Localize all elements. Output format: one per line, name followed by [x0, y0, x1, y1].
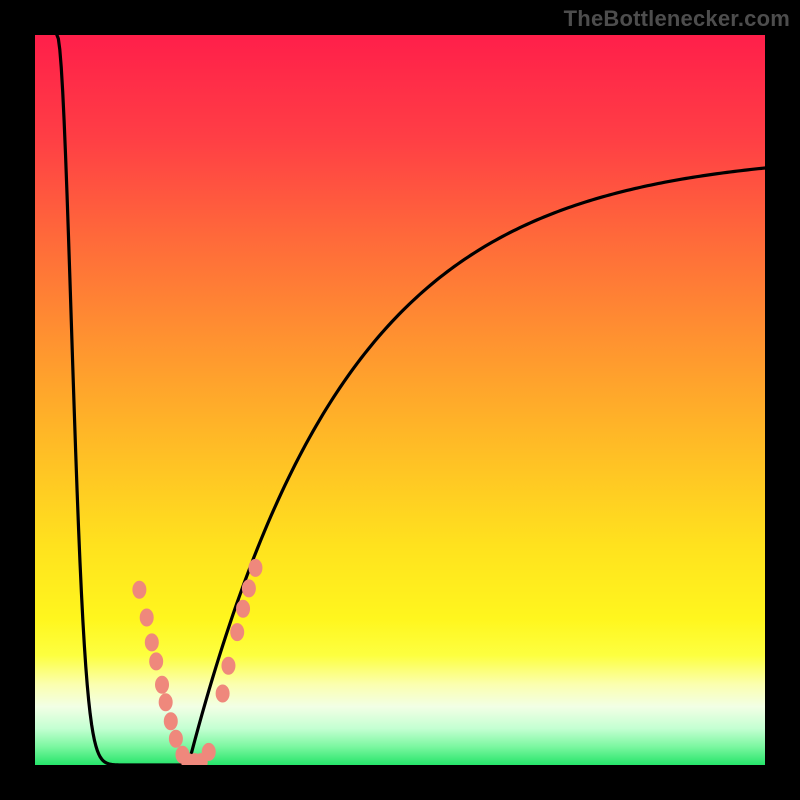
curve-dot: [216, 684, 230, 702]
gradient-background: [35, 35, 765, 765]
curve-dot: [159, 693, 173, 711]
bottleneck-chart: [0, 0, 800, 800]
curve-dot: [236, 600, 250, 618]
watermark-label: TheBottlenecker.com: [564, 6, 790, 32]
curve-dot: [230, 623, 244, 641]
curve-dot: [155, 676, 169, 694]
curve-dot: [221, 657, 235, 675]
curve-dot: [169, 730, 183, 748]
curve-dot: [149, 652, 163, 670]
curve-dot: [140, 609, 154, 627]
curve-dot: [164, 712, 178, 730]
curve-dot: [132, 581, 146, 599]
curve-dot: [145, 633, 159, 651]
curve-dot: [202, 743, 216, 761]
curve-dot: [242, 579, 256, 597]
curve-dot: [248, 559, 262, 577]
